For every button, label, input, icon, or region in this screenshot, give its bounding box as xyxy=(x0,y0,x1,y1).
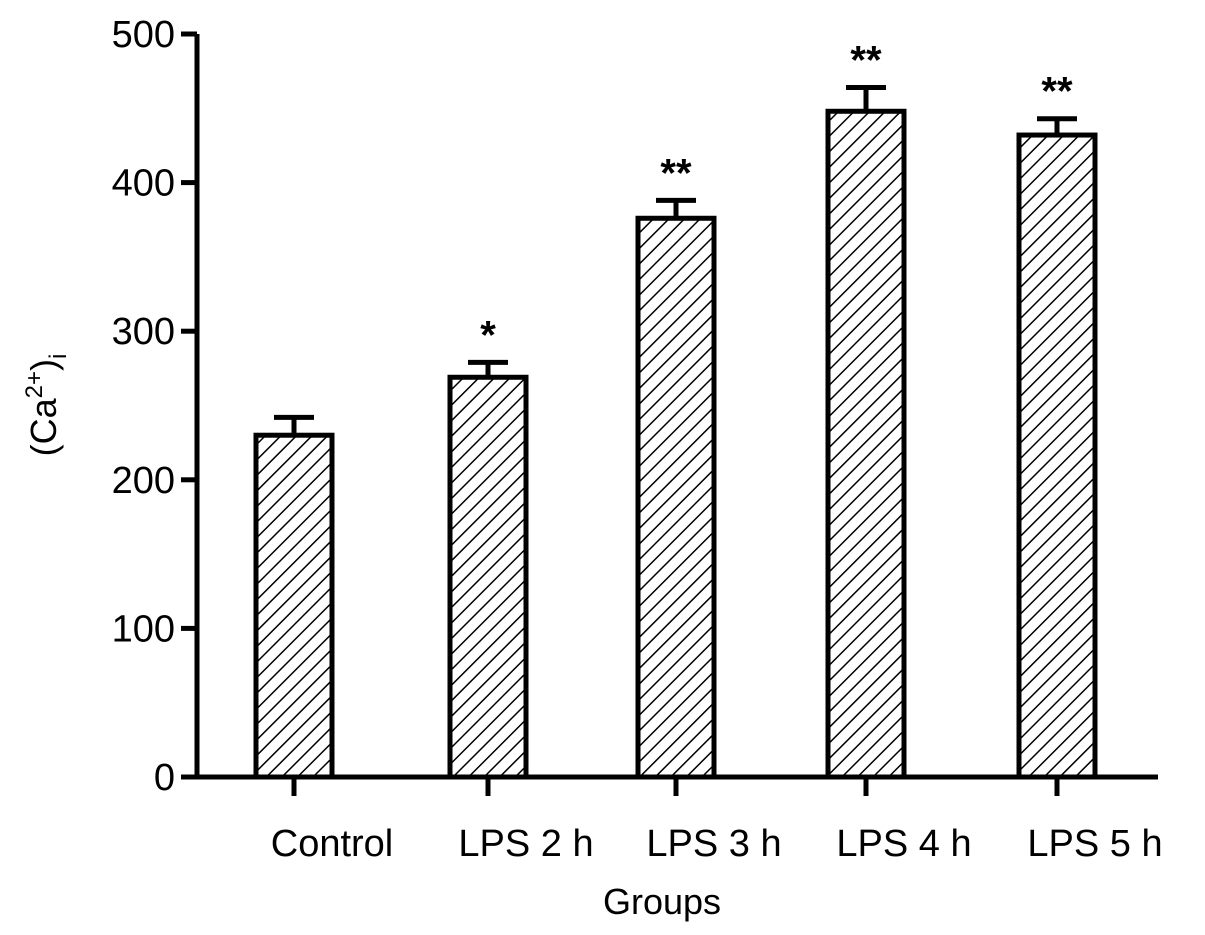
x-tick-label: LPS 4 h xyxy=(836,823,971,865)
bar xyxy=(253,432,335,780)
significance-label: ** xyxy=(660,151,692,195)
axes-layer xyxy=(181,31,1158,796)
bar xyxy=(1016,132,1098,780)
labels-layer: 0 100 200 300 400 500 Control LPS 2 h * LPS 3 h **… xyxy=(112,14,1163,865)
x-tick-label: LPS 3 h xyxy=(646,823,781,865)
x-tick-label: Control xyxy=(271,823,394,865)
y-axis-title-close: ) xyxy=(23,359,64,371)
y-tick-label: 0 xyxy=(154,757,175,799)
significance-label: ** xyxy=(850,38,882,82)
bars-layer xyxy=(253,84,1098,780)
y-tick-label: 200 xyxy=(112,460,175,502)
y-tick-label: 300 xyxy=(112,311,175,353)
x-axis-title: Groups xyxy=(603,881,721,922)
significance-label: * xyxy=(480,313,496,357)
bar xyxy=(825,108,907,780)
y-axis-title-sub: i xyxy=(45,354,72,359)
bar xyxy=(635,215,717,780)
y-axis-title: (Ca2+)i xyxy=(21,354,72,457)
x-tick-label: LPS 5 h xyxy=(1027,823,1162,865)
x-tick-label: LPS 2 h xyxy=(458,823,593,865)
bar xyxy=(447,374,529,780)
y-axis-title-sup: 2+ xyxy=(21,371,48,398)
y-tick-label: 400 xyxy=(112,163,175,205)
y-axis-title-base: (Ca xyxy=(23,397,64,456)
y-tick-label: 500 xyxy=(112,14,175,56)
y-tick-label: 100 xyxy=(112,608,175,650)
significance-label: ** xyxy=(1041,70,1073,114)
